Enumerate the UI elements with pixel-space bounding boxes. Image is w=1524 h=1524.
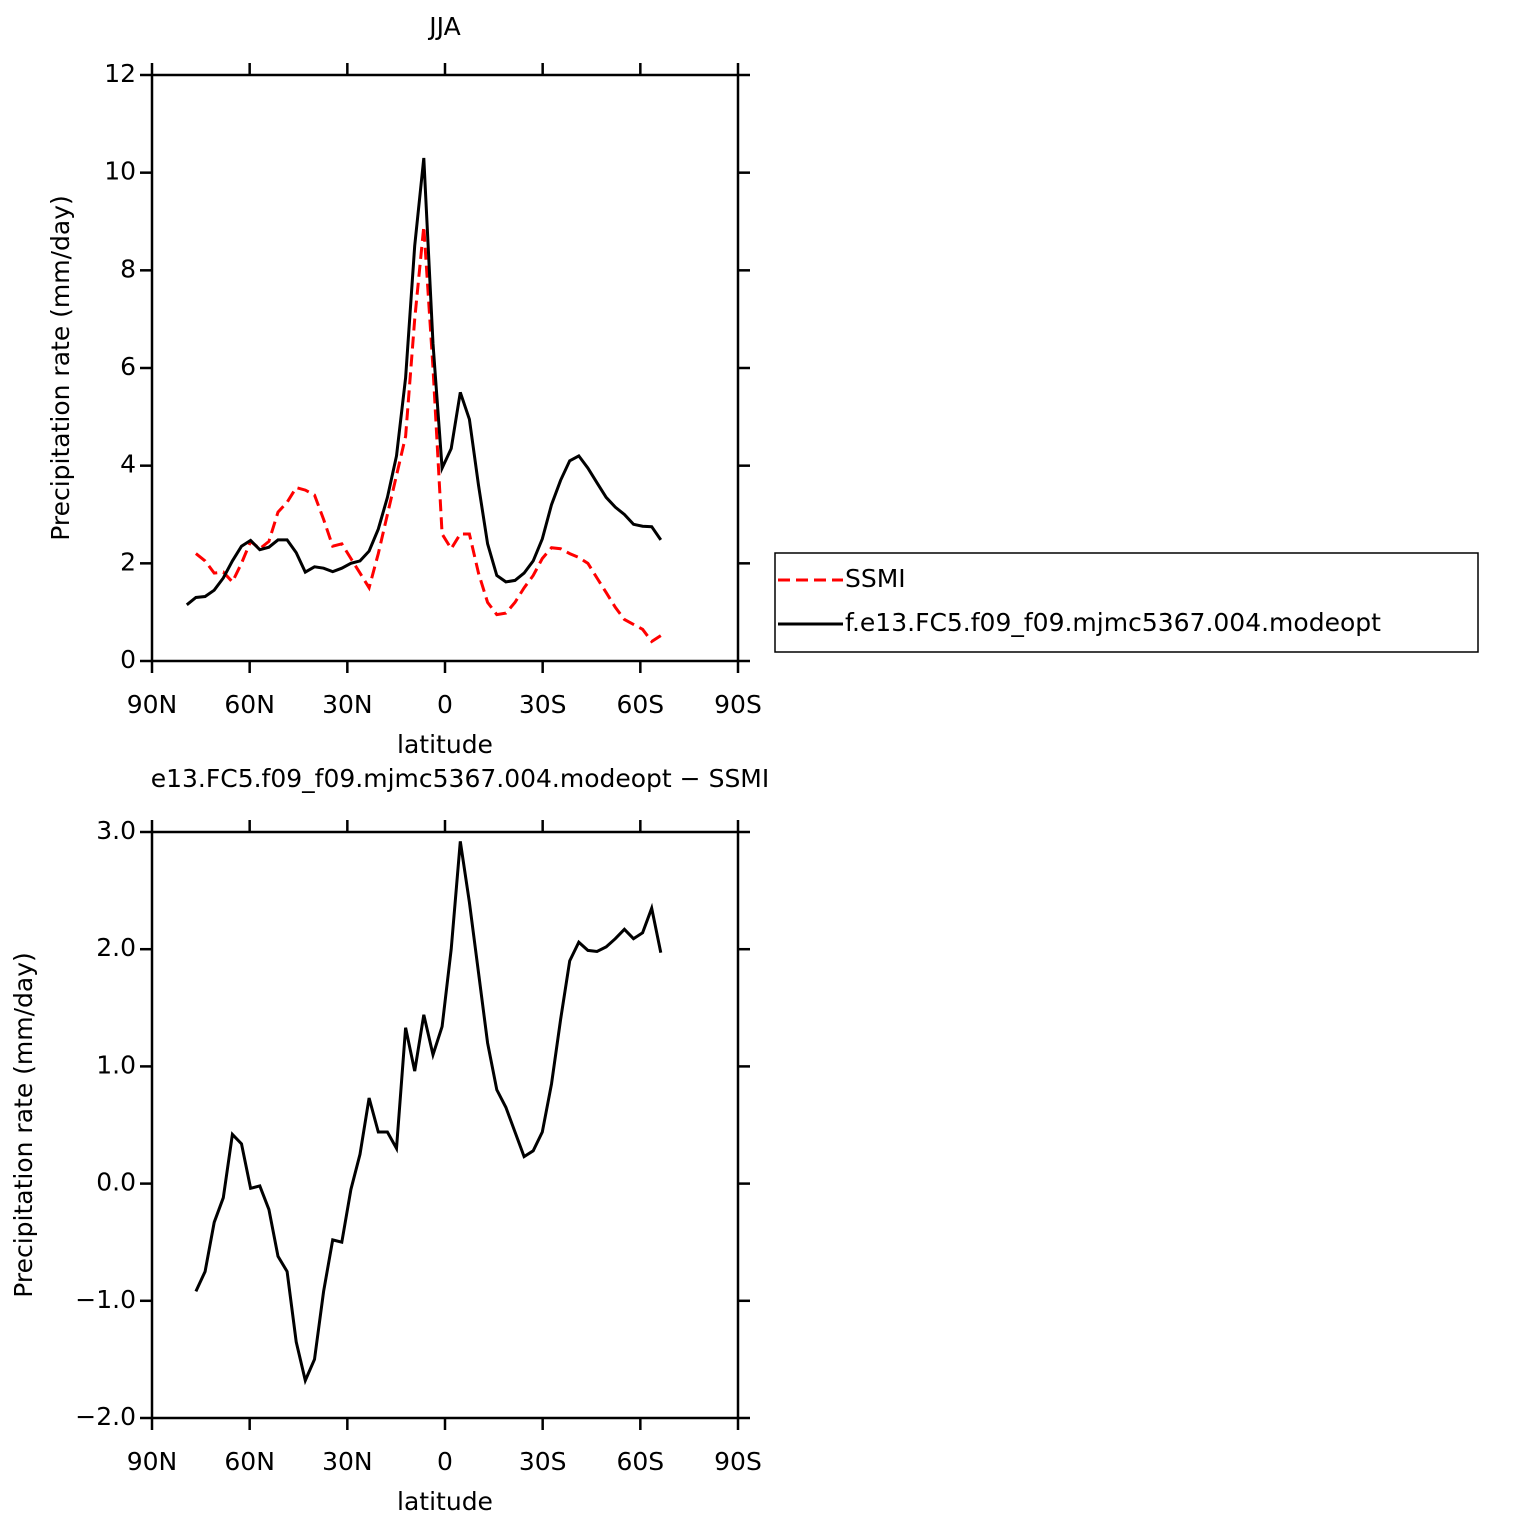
data-line [194, 841, 663, 1386]
x-tick-label: 30N [322, 690, 373, 719]
x-axis-title: latitude [397, 730, 493, 759]
y-tick-label: 10 [104, 157, 136, 186]
plot-frame [150, 830, 740, 1420]
y-tick-label: 0 [120, 645, 136, 674]
legend-label: SSMI [845, 564, 906, 593]
y-tick-label: 12 [104, 59, 136, 88]
y-tick-label: 8 [120, 254, 136, 283]
x-tick-label: 90S [714, 1447, 762, 1476]
y-tick-label: −1.0 [75, 1285, 136, 1314]
y-tick-label: 1.0 [96, 1050, 136, 1079]
x-tick-label: 60N [224, 690, 275, 719]
x-tick-label: 60S [616, 690, 664, 719]
data-line [194, 226, 662, 644]
chart-title: e13.FC5.f09_f09.mjmc5367.004.modeopt − S… [151, 764, 770, 793]
y-tick-label: 6 [120, 352, 136, 381]
y-axis-title: Precipitation rate (mm/day) [46, 195, 75, 541]
x-tick-label: 0 [437, 690, 453, 719]
legend-label: f.e13.FC5.f09_f09.mjmc5367.004.modeopt [845, 608, 1381, 637]
x-tick-label: 30S [519, 690, 567, 719]
y-tick-label: 2.0 [96, 933, 136, 962]
chart-title: JJA [427, 12, 460, 41]
x-tick-label: 60N [224, 1447, 275, 1476]
y-tick-label: 4 [120, 450, 136, 479]
y-axis-title: Precipitation rate (mm/day) [9, 952, 38, 1298]
x-tick-label: 90S [714, 690, 762, 719]
data-line [185, 157, 663, 606]
y-tick-label: 2 [120, 547, 136, 576]
x-tick-label: 90N [127, 1447, 178, 1476]
x-tick-label: 30N [322, 1447, 373, 1476]
x-tick-label: 60S [616, 1447, 664, 1476]
legend-box [774, 552, 1479, 653]
y-tick-label: −2.0 [75, 1402, 136, 1431]
x-tick-label: 90N [127, 690, 178, 719]
x-tick-label: 0 [437, 1447, 453, 1476]
x-axis-title: latitude [397, 1487, 493, 1516]
y-tick-label: 0.0 [96, 1168, 136, 1197]
plot-frame [150, 73, 740, 663]
y-tick-label: 3.0 [96, 816, 136, 845]
x-tick-label: 30S [519, 1447, 567, 1476]
